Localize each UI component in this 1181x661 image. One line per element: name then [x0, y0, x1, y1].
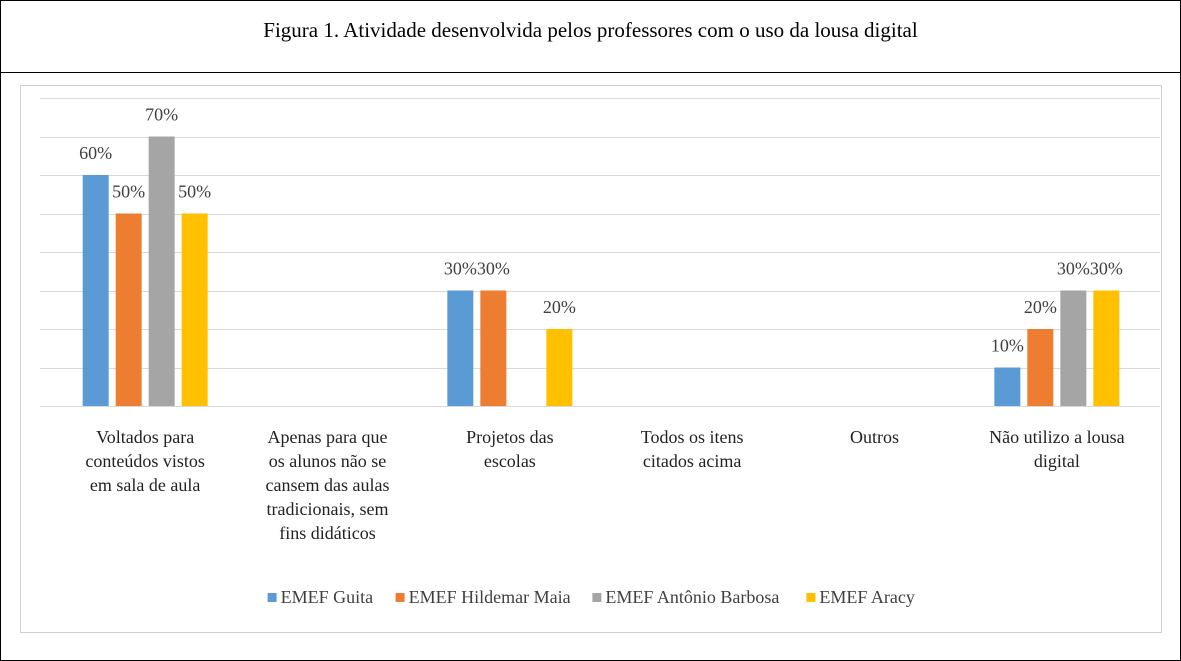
- data-label: 30%: [477, 259, 510, 279]
- data-label: 60%: [79, 143, 112, 163]
- bar: [480, 290, 507, 406]
- bar: [181, 213, 208, 406]
- bar: [82, 175, 109, 406]
- x-tick-label: Não utilizo a lousa digital: [989, 427, 1125, 471]
- data-label: 20%: [1024, 297, 1057, 317]
- x-tick-label: Todos os itens citados acima: [640, 427, 744, 471]
- bar: [546, 329, 573, 406]
- data-label: 70%: [145, 105, 178, 125]
- data-label: 50%: [112, 182, 145, 202]
- data-label: 50%: [178, 182, 211, 202]
- data-label: 30%: [1057, 259, 1090, 279]
- legend-label: EMEF Aracy: [819, 587, 914, 607]
- legend-label: EMEF Guita: [281, 587, 374, 607]
- data-label: 20%: [543, 297, 576, 317]
- legend-swatch: [806, 593, 816, 602]
- bar: [1060, 290, 1087, 406]
- chart-title: Figura 1. Atividade desenvolvida pelos p…: [263, 18, 918, 42]
- legend-swatch: [267, 593, 277, 602]
- data-label: 30%: [444, 259, 477, 279]
- bar: [994, 367, 1021, 406]
- data-label: 30%: [1090, 259, 1123, 279]
- bar: [115, 213, 142, 406]
- legend-swatch: [592, 593, 602, 602]
- x-tick-label: Projetos das escolas: [466, 427, 554, 471]
- data-label: 10%: [991, 336, 1024, 356]
- x-tick-label: Apenas para que os alunos não se cansem …: [265, 427, 390, 543]
- bar: [1093, 290, 1120, 406]
- legend-label: EMEF Hildemar Maia: [409, 587, 571, 607]
- legend-label: EMEF Antônio Barbosa: [605, 587, 779, 607]
- bar: [1027, 329, 1054, 406]
- bar: [148, 136, 175, 406]
- bar: [447, 290, 474, 406]
- legend-swatch: [395, 593, 405, 602]
- x-tick-label: Outros: [850, 427, 899, 447]
- chart-border: [20, 85, 1162, 633]
- x-tick-label: Voltados para conteúdos vistos em sala d…: [85, 427, 205, 495]
